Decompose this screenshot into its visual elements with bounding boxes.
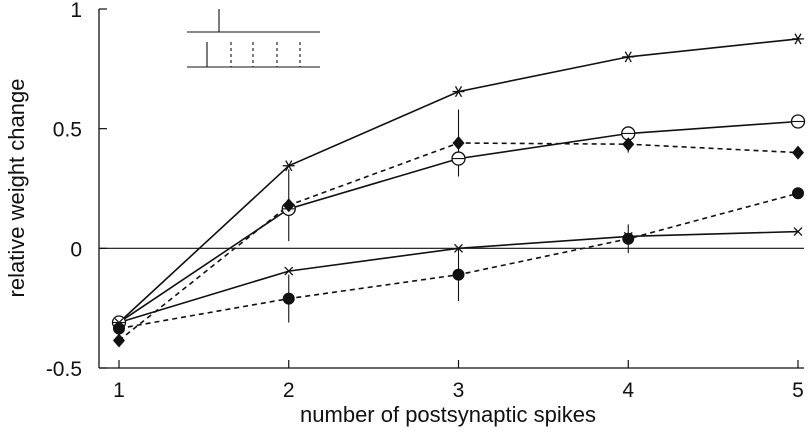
data-point-asterisk xyxy=(792,33,804,45)
data-point-diamond-filled xyxy=(113,333,125,348)
data-point-circle-filled xyxy=(113,322,125,335)
asterisk-stroke xyxy=(454,86,463,98)
y-axis-label: relative weight change xyxy=(4,79,29,298)
data-point-asterisk xyxy=(622,51,635,63)
data-point-asterisk xyxy=(282,160,295,172)
data-point-diamond-filled xyxy=(452,136,465,151)
series-markers xyxy=(111,33,806,348)
data-point-asterisk xyxy=(452,86,465,98)
x-tick-label: 4 xyxy=(622,379,634,402)
data-point-circle-filled xyxy=(452,268,465,281)
data-point-diamond-filled xyxy=(622,137,635,152)
tick-labels: 1 0.5 0 -0.5 1 2 3 4 5 xyxy=(46,0,804,402)
data-point-diamond-filled xyxy=(792,145,804,160)
data-point-cross xyxy=(454,243,463,253)
data-point-circle-filled xyxy=(282,292,295,305)
asterisk-stroke xyxy=(285,160,293,172)
data-point-circle-open xyxy=(451,151,466,166)
data-point-circle-open xyxy=(621,126,636,141)
y-tick-label: 0 xyxy=(70,238,82,261)
x-axis-label: number of postsynaptic spikes xyxy=(300,402,596,427)
asterisk-stroke xyxy=(624,51,632,63)
cross-stroke xyxy=(793,227,803,237)
y-tick-label: -0.5 xyxy=(46,358,82,381)
data-point-circle-filled xyxy=(792,187,804,200)
cross-stroke xyxy=(284,266,294,276)
x-tick-label: 2 xyxy=(283,379,295,402)
data-point-cross xyxy=(284,266,294,276)
data-point-circle-open xyxy=(790,114,806,129)
axes xyxy=(98,8,804,369)
cross-stroke xyxy=(454,243,463,253)
x-tick-label: 3 xyxy=(453,379,465,402)
spike-protocol-inset xyxy=(187,9,320,68)
x-tick-label: 1 xyxy=(113,379,125,402)
data-point-cross xyxy=(793,227,803,237)
y-tick-label: 0.5 xyxy=(53,119,82,142)
data-point-circle-filled xyxy=(622,232,635,245)
x-tick-label: 5 xyxy=(792,379,804,402)
data-point-diamond-filled xyxy=(282,198,295,213)
asterisk-stroke xyxy=(794,33,802,45)
y-tick-label: 1 xyxy=(70,0,82,22)
